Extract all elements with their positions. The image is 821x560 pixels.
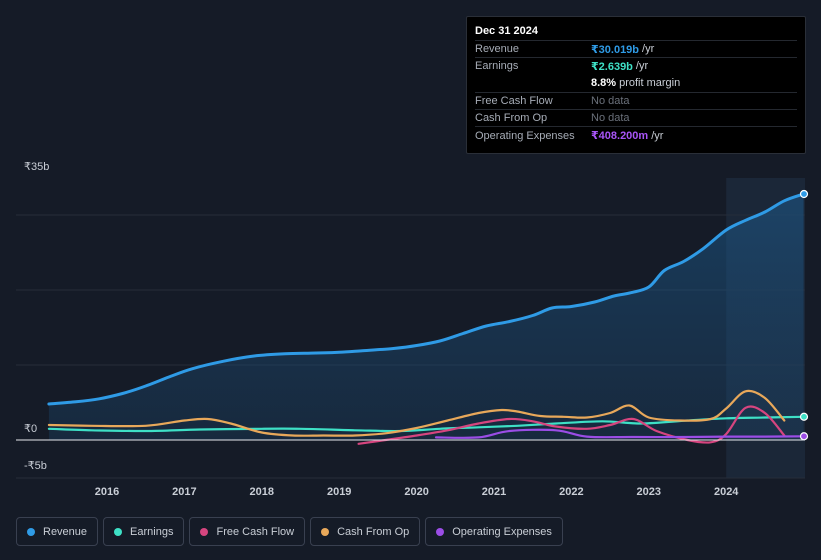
legend-operating-expenses[interactable]: Operating Expenses xyxy=(425,517,563,546)
x-tick-label: 2019 xyxy=(327,486,351,498)
tooltip-unit: /yr xyxy=(642,43,655,56)
y-tick-label: ₹0 xyxy=(24,423,37,435)
endpoint-marker-revenue xyxy=(799,189,809,199)
tooltip-row-revenue: Revenue ₹30.019b /yr xyxy=(475,40,797,57)
axes: ₹35b ₹0 -₹5b 2016 2017 2018 2019 2020 2021 2022 20… xyxy=(16,161,805,498)
x-tick-label: 2022 xyxy=(559,486,583,498)
tooltip-fcf-value: No data xyxy=(591,95,630,108)
tooltip-label: Cash From Op xyxy=(475,112,548,125)
tooltip-row-fcf: Free Cash Flow No data xyxy=(475,91,797,109)
legend: Revenue Earnings Free Cash Flow Cash Fro… xyxy=(16,517,568,546)
x-tick-label: 2017 xyxy=(172,486,196,498)
tooltip-row-margin: 8.8% profit margin xyxy=(475,75,797,92)
series-line-cash-from-op xyxy=(47,389,786,437)
legend-label: Revenue xyxy=(43,525,88,538)
tooltip-label: Revenue xyxy=(475,43,520,56)
series-line-revenue xyxy=(47,192,806,406)
tooltip-row-earnings: Earnings ₹2.639b /yr xyxy=(475,57,797,74)
tooltip-panel: Dec 31 2024 Revenue ₹30.019b /yr Earning… xyxy=(466,16,806,154)
legend-revenue[interactable]: Revenue xyxy=(16,517,99,546)
legend-free-cash-flow[interactable]: Free Cash Flow xyxy=(189,517,306,546)
legend-label: Earnings xyxy=(130,525,174,538)
legend-dot-icon xyxy=(114,527,123,536)
legend-earnings[interactable]: Earnings xyxy=(103,517,185,546)
tooltip-cfo-value: No data xyxy=(591,112,630,125)
tooltip-label: Free Cash Flow xyxy=(475,95,553,108)
x-tick-label: 2020 xyxy=(404,486,428,498)
legend-dot-icon xyxy=(436,527,445,536)
series-line-operating-expenses xyxy=(434,428,805,439)
x-tick-label: 2021 xyxy=(482,486,506,498)
legend-cash-from-op[interactable]: Cash From Op xyxy=(310,517,421,546)
endpoint-marker-operating-expenses xyxy=(799,432,809,441)
revenue-area xyxy=(48,194,804,440)
tooltip-unit: /yr xyxy=(651,129,664,142)
legend-label: Free Cash Flow xyxy=(216,525,295,538)
y-tick-label: ₹35b xyxy=(24,161,49,173)
revenue-area-fill xyxy=(48,194,804,440)
tooltip-unit: /yr xyxy=(635,60,649,73)
tooltip-margin-value: 8.8% xyxy=(591,77,617,90)
tooltip-label: Operating Expenses xyxy=(475,129,575,142)
series-line-free-cash-flow xyxy=(357,405,786,445)
series-lines xyxy=(47,189,809,445)
endpoint-marker-earnings xyxy=(799,412,809,421)
tooltip-opex-value: ₹408.200m xyxy=(591,130,649,143)
legend-label: Operating Expenses xyxy=(452,525,552,538)
tooltip-date: Dec 31 2024 xyxy=(475,25,538,37)
tooltip-revenue-value: ₹30.019b xyxy=(591,43,640,56)
tooltip-row-opex: Operating Expenses ₹408.200m /yr xyxy=(475,126,797,143)
y-tick-label: -₹5b xyxy=(24,460,47,472)
tooltip-margin-text: profit margin xyxy=(619,77,681,90)
legend-dot-icon xyxy=(27,527,35,536)
tooltip-label: Earnings xyxy=(475,60,519,73)
legend-label: Cash From Op xyxy=(337,525,410,538)
x-tick-label: 2024 xyxy=(714,486,739,498)
tooltip-earnings-value: ₹2.639b xyxy=(591,60,633,73)
tooltip-row-cfo: Cash From Op No data xyxy=(475,109,797,126)
x-tick-label: 2018 xyxy=(250,486,274,498)
x-tick-label: 2016 xyxy=(95,486,119,498)
legend-dot-icon xyxy=(200,527,209,536)
legend-dot-icon xyxy=(321,527,330,536)
x-tick-label: 2023 xyxy=(637,486,661,498)
